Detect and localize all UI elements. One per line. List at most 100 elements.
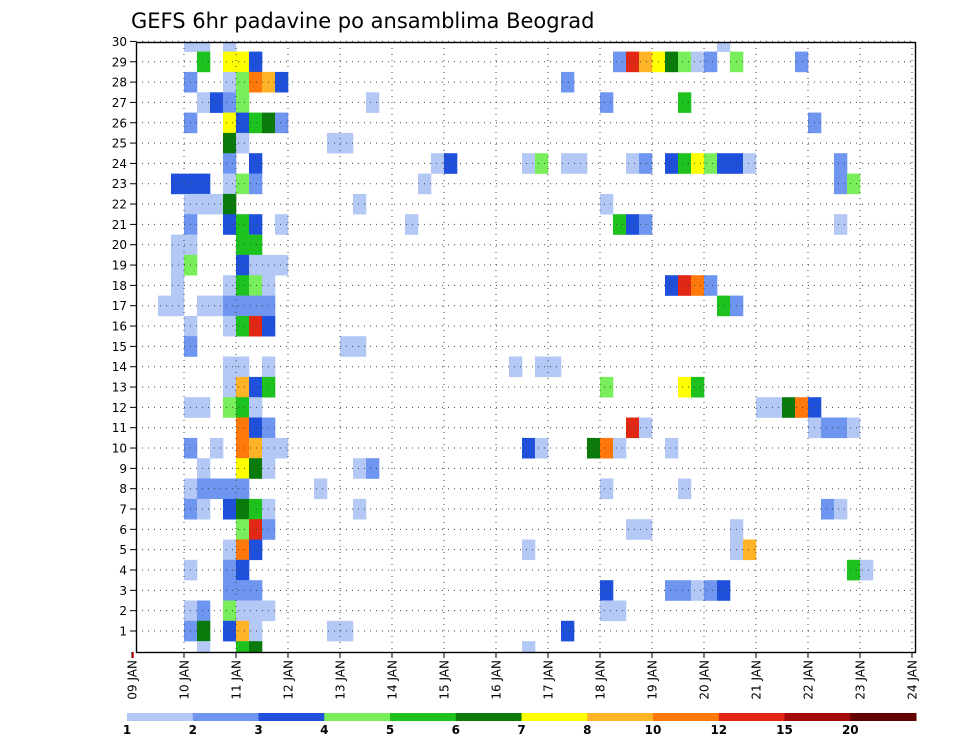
heatmap-cell: [756, 397, 770, 418]
heatmap-cell: [223, 620, 237, 642]
heatmap-cell: [197, 641, 211, 653]
heatmap-cell: [249, 275, 263, 296]
x-tick-label: 16 JAN: [490, 660, 504, 700]
heatmap-cell: [223, 478, 237, 500]
heatmap-cell: [249, 173, 263, 195]
y-tick-label: 6: [119, 523, 127, 537]
colorbar-segment: [455, 713, 522, 721]
heatmap-cell: [249, 498, 263, 520]
heatmap-cell: [249, 580, 263, 601]
heatmap-cell: [834, 417, 848, 439]
heatmap-cell: [236, 356, 250, 378]
heatmap-cell: [249, 458, 263, 479]
heatmap-cell: [678, 580, 692, 601]
heatmap-cell: [275, 112, 289, 134]
heatmap-cell: [613, 600, 627, 622]
x-tick-label: 19 JAN: [646, 660, 660, 700]
heatmap-cell: [639, 417, 653, 439]
colorbar-segment: [324, 713, 391, 721]
y-tick-label: 26: [112, 116, 127, 130]
y-tick-label: 14: [112, 360, 127, 374]
heatmap-cell: [249, 397, 263, 418]
colorbar-segment: [258, 713, 325, 721]
x-tick-label: 10 JAN: [178, 660, 192, 700]
heatmap-cell: [249, 153, 263, 174]
heatmap-cell: [236, 376, 250, 398]
colorbar-label: 4: [320, 723, 328, 737]
colorbar-segment: [653, 713, 720, 721]
heatmap-cell: [704, 153, 718, 174]
y-tick-label: 25: [112, 137, 127, 151]
heatmap-cell: [236, 620, 250, 642]
y-tick-label: 4: [119, 564, 127, 578]
heatmap-cell: [678, 92, 692, 113]
heatmap-cell: [717, 580, 731, 601]
heatmap-cell: [249, 112, 263, 134]
heatmap-cell: [548, 356, 562, 378]
y-tick-label: 24: [112, 157, 127, 171]
heatmap-cell: [249, 417, 263, 439]
heatmap-cell: [600, 600, 614, 622]
heatmap-cell: [834, 214, 848, 235]
heatmap-cell: [236, 539, 250, 561]
heatmap-cell: [236, 92, 250, 113]
heatmap-cell: [353, 498, 367, 520]
heatmap-cell: [327, 132, 341, 154]
heatmap-cell: [665, 437, 679, 459]
heatmap-cell: [223, 315, 237, 337]
heatmap-cell: [171, 295, 185, 317]
y-tick-label: 13: [112, 381, 127, 395]
heatmap-cell: [717, 295, 731, 317]
plot-frame: [135, 41, 917, 654]
heatmap-cell: [236, 478, 250, 500]
colorbar-label: 7: [517, 723, 525, 737]
x-tick-label: 14 JAN: [386, 660, 400, 700]
heatmap-cell: [223, 42, 237, 52]
x-axis: 09 JAN 10 JAN 11 JAN 12 JAN 13 JAN 14 JAN 15 J…: [126, 652, 920, 700]
y-tick-label: 7: [119, 503, 127, 517]
heatmap-cell: [704, 275, 718, 296]
heatmap-cell: [223, 92, 237, 113]
heatmap-cell: [223, 71, 237, 93]
heatmap-cell: [665, 580, 679, 601]
heatmap-cell: [509, 356, 523, 378]
y-tick-label: 20: [112, 238, 127, 252]
x-tick-label: 09 JAN: [126, 660, 140, 700]
y-tick-label: 2: [119, 604, 127, 618]
heatmap-cell: [236, 132, 250, 154]
heatmap-cell: [249, 376, 263, 398]
heatmap-cell: [197, 458, 211, 479]
heatmap-cell: [249, 620, 263, 642]
heatmap-cell: [197, 42, 211, 52]
x-tick-label: 22 JAN: [802, 660, 816, 700]
heatmap-cell: [600, 376, 614, 398]
heatmap-cell: [834, 153, 848, 174]
heatmap-cell: [275, 437, 289, 459]
heatmap-cell: [678, 376, 692, 398]
heatmap-cell: [587, 437, 601, 459]
y-tick-label: 22: [112, 198, 127, 212]
heatmap-cell: [691, 580, 705, 601]
y-tick-label: 29: [112, 55, 127, 69]
heatmap-cell: [236, 417, 250, 439]
heatmap-cell: [613, 437, 627, 459]
heatmap-cell: [600, 92, 614, 113]
heatmap-cell: [249, 254, 263, 276]
heatmap-cell: [236, 498, 250, 520]
heatmap-cell: [171, 275, 185, 296]
heatmap-cell: [249, 71, 263, 93]
heatmap-cell: [197, 498, 211, 520]
heatmap-cell: [691, 275, 705, 296]
heatmap-cell: [561, 71, 575, 93]
colorbar-segment: [521, 713, 588, 721]
heatmap-cell: [366, 92, 380, 113]
heatmap-cell: [522, 641, 536, 653]
heatmap-cell: [795, 397, 809, 418]
heatmap-cell: [249, 214, 263, 235]
x-tick-label: 12 JAN: [282, 660, 296, 700]
y-tick-label: 28: [112, 76, 127, 90]
colorbar-segment: [784, 713, 851, 721]
heatmap-cell: [821, 417, 835, 439]
heatmap-cell: [535, 437, 549, 459]
heatmap-cell: [236, 559, 250, 581]
